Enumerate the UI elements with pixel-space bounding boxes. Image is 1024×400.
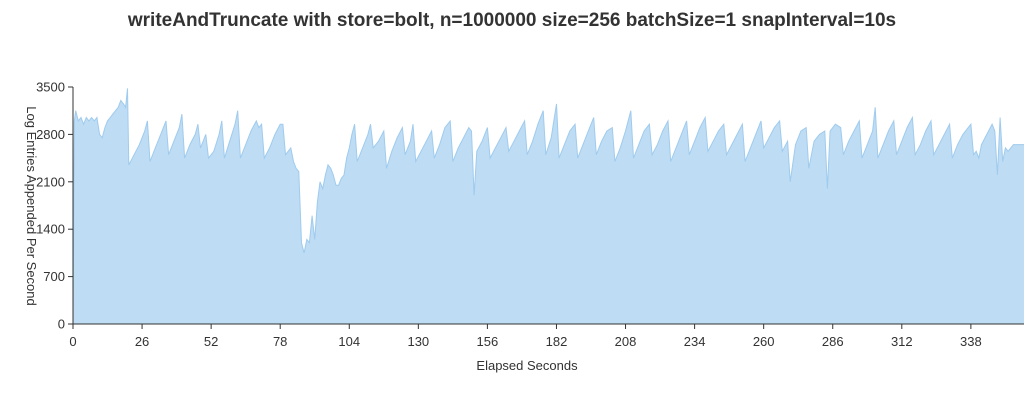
x-tick-label: 312 (891, 334, 913, 349)
x-tick-label: 234 (684, 334, 706, 349)
y-tick-label: 1400 (36, 222, 65, 237)
chart-title: writeAndTruncate with store=bolt, n=1000… (127, 10, 897, 31)
x-tick-label: 260 (753, 334, 775, 349)
x-axis-label: Elapsed Seconds (476, 358, 578, 373)
x-tick-label: 286 (822, 334, 844, 349)
series-line (72, 88, 1024, 325)
y-tick-label: 2800 (36, 127, 65, 142)
x-tick-label: 52 (204, 334, 218, 349)
x-tick-label: 156 (477, 334, 499, 349)
axes (72, 87, 1024, 325)
x-tick-label: 78 (273, 334, 287, 349)
y-axis-ticks: 0 700 1400 2100 2800 3500 (36, 80, 73, 332)
y-tick-label: 700 (43, 269, 65, 284)
x-tick-label: 0 (69, 334, 76, 349)
x-tick-label: 182 (546, 334, 568, 349)
y-tick-label: 2100 (36, 174, 65, 189)
x-tick-label: 208 (615, 334, 637, 349)
x-tick-label: 338 (960, 334, 982, 349)
y-tick-label: 0 (58, 317, 65, 332)
x-axis-ticks: 0 26 52 78 104 130 156 182 208 234 260 286 312 338 (69, 324, 982, 349)
y-tick-label: 3500 (36, 80, 65, 95)
x-tick-label: 104 (338, 334, 360, 349)
x-tick-label: 26 (135, 334, 149, 349)
series-area-fill (73, 88, 1024, 325)
x-tick-label: 130 (407, 334, 429, 349)
y-axis-label: Log Entries Appended Per Second (24, 106, 39, 305)
plot-area (72, 88, 1024, 325)
